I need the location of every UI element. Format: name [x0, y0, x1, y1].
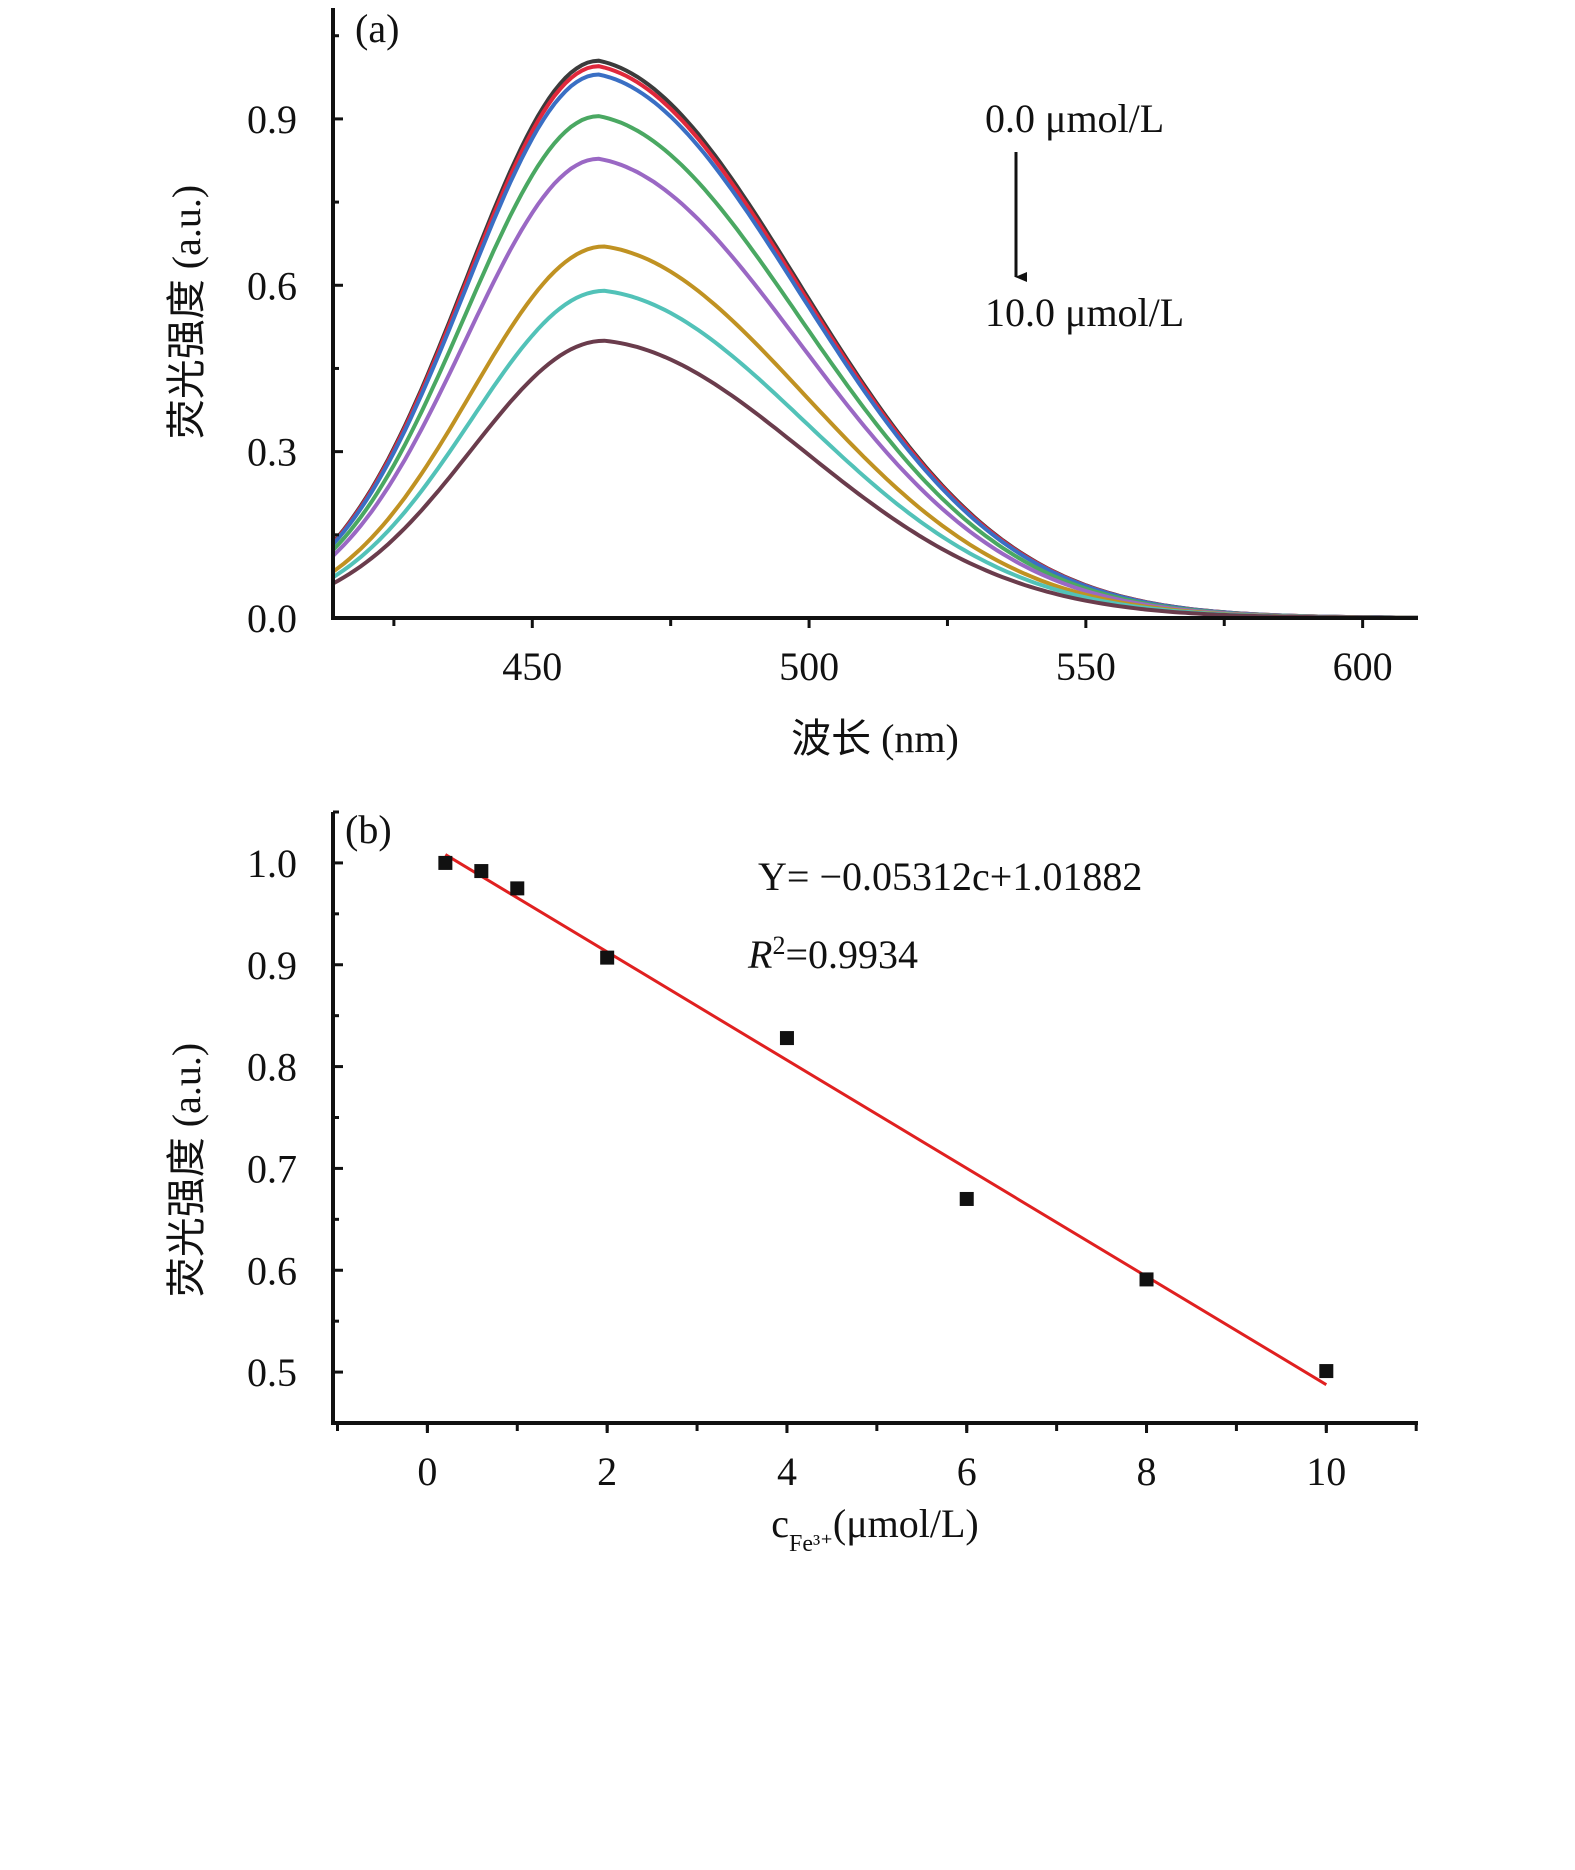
spectrum-line	[331, 244, 1418, 620]
x-tick-label: 550	[1056, 644, 1116, 689]
y-tick-label: 0.5	[247, 1350, 297, 1395]
y-tick-label: 0.9	[247, 943, 297, 988]
panel-a-label: (a)	[355, 6, 399, 51]
x-tick-label: 0	[417, 1449, 437, 1494]
annotation-start-concentration: 0.0 μmol/L	[985, 96, 1164, 141]
panel-a-y-axis-title: 荧光强度 (a.u.)	[164, 185, 209, 439]
annotation-end-concentration: 10.0 μmol/L	[985, 290, 1184, 335]
r-squared-symbol: R	[747, 932, 772, 977]
y-tick-label: 0.8	[247, 1045, 297, 1090]
spectrum-line	[332, 338, 1418, 620]
x-axis-title-subscript: Fe³⁺	[789, 1531, 833, 1557]
y-tick-label: 0.7	[247, 1146, 297, 1191]
data-point	[600, 950, 615, 965]
data-point	[510, 881, 525, 896]
x-tick-label: 6	[957, 1449, 977, 1494]
panel-a-x-axis-title: 波长 (nm)	[791, 716, 959, 761]
x-axis-title-symbol: c	[771, 1501, 789, 1546]
panel-b-y-axis-title: 荧光强度 (a.u.)	[164, 1043, 209, 1297]
x-tick-label: 8	[1137, 1449, 1157, 1494]
calibration-marks	[438, 853, 1334, 1386]
x-tick-label: 600	[1333, 644, 1393, 689]
x-tick-label: 4	[777, 1449, 797, 1494]
spectrum-line	[331, 288, 1418, 620]
panel-b-label: (b)	[345, 807, 392, 852]
data-point	[959, 1191, 974, 1206]
x-tick-label: 2	[597, 1449, 617, 1494]
r-squared: R2=0.9934	[747, 931, 918, 977]
data-point	[1319, 1364, 1334, 1379]
x-tick-label: 450	[502, 644, 562, 689]
spectrum-line	[331, 72, 1418, 620]
spectrum-line	[331, 64, 1418, 620]
x-tick-label: 500	[779, 644, 839, 689]
x-tick-label: 10	[1306, 1449, 1346, 1494]
panel-b-axes: 0 2 4 6 8 10 0.5 0.6 0.7 0.8 0.9 1.0	[247, 810, 1418, 1494]
spectrum-line	[331, 156, 1419, 620]
fit-equation: Y= −0.05312c+1.01882	[758, 854, 1142, 899]
y-tick-label: 0.0	[247, 596, 297, 641]
spectrum-line	[331, 114, 1418, 620]
y-tick-label: 0.3	[247, 430, 297, 475]
spectra-curves	[331, 58, 1419, 620]
linear-fit-line	[444, 853, 1328, 1386]
data-point	[779, 1031, 794, 1046]
r-squared-value: =0.9934	[785, 932, 918, 977]
x-axis-title-unit: (μmol/L)	[833, 1501, 979, 1546]
panel-b-x-axis-title: cFe³⁺(μmol/L)	[771, 1501, 979, 1557]
data-point	[474, 864, 489, 879]
y-tick-label: 0.6	[247, 1248, 297, 1293]
y-tick-label: 0.9	[247, 97, 297, 142]
data-point	[438, 855, 453, 870]
spectrum-line	[331, 58, 1418, 620]
r-squared-exponent: 2	[772, 931, 785, 960]
y-tick-label: 0.6	[247, 263, 297, 308]
data-point	[1139, 1272, 1154, 1287]
y-tick-label: 1.0	[247, 841, 297, 886]
panel-b-calibration-chart: 0 2 4 6 8 10 0.5 0.6 0.7 0.8 0.9 1.0 (b) Y= −0.0531…	[164, 807, 1418, 1557]
panel-a-axes: 450 500 550 600 0.0 0.3 0.6 0.9	[247, 8, 1418, 689]
